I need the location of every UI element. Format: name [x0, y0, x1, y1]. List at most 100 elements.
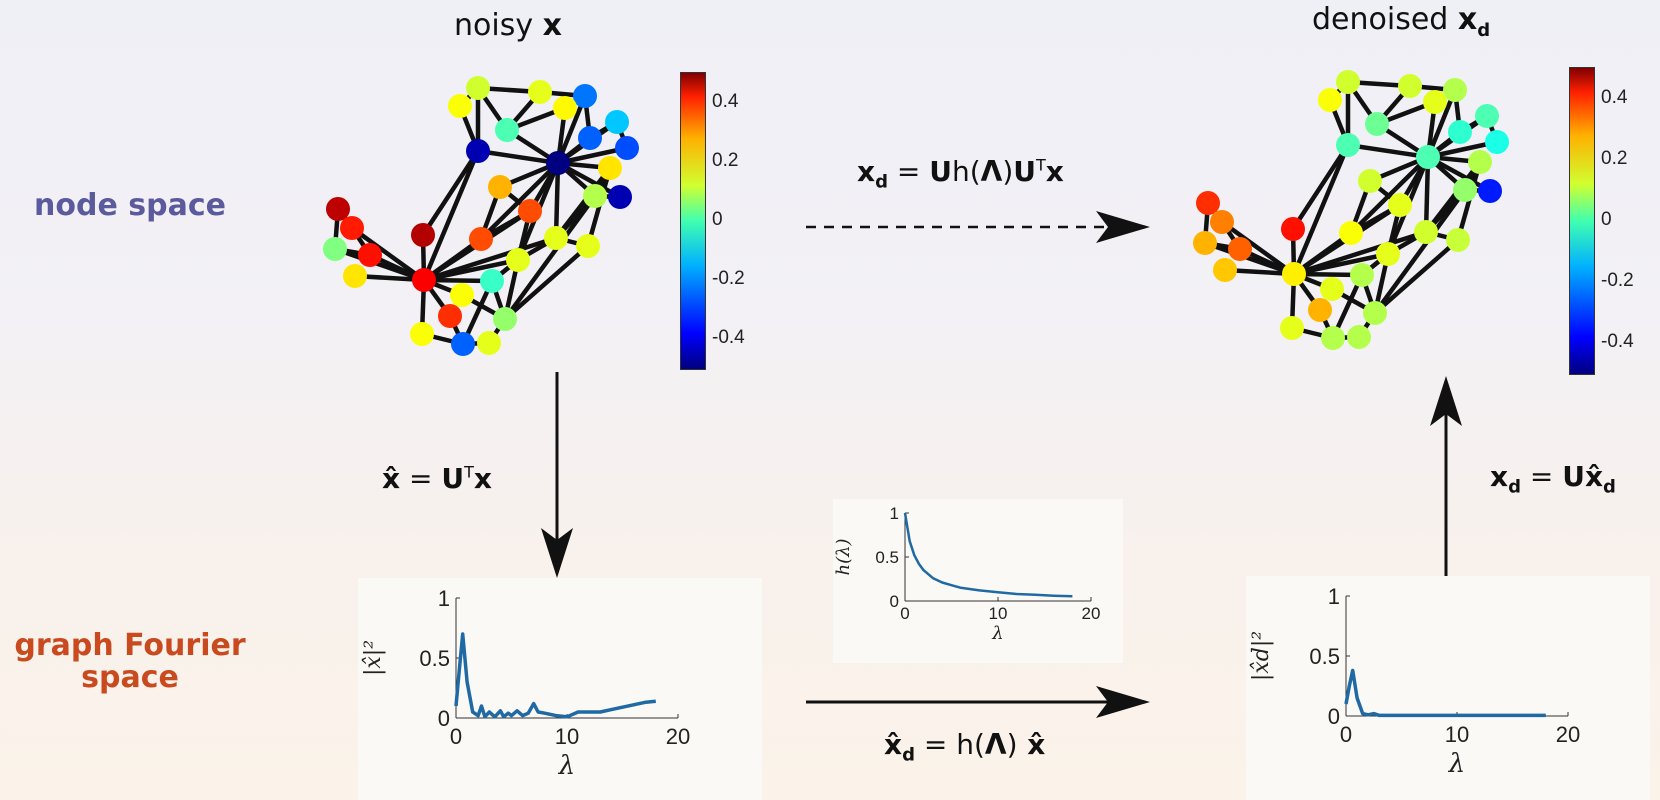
gft-equation: x̂ = UTx [382, 462, 492, 495]
y-axis-label: |x̂|² [361, 640, 386, 676]
eq4-x: x̂ [1017, 728, 1046, 761]
graph-node [323, 237, 347, 261]
y-tick-label: 1 [1328, 584, 1340, 609]
graph-edge [1220, 220, 1296, 276]
graph-edge [423, 235, 557, 283]
x-tick-label: 0 [450, 724, 462, 749]
graph-node [1210, 210, 1234, 234]
eq4-lhs: x̂ [884, 728, 903, 761]
graph-node [466, 139, 490, 163]
x-tick-label: 20 [1556, 722, 1580, 747]
colorbar-tick-label: -0.4 [712, 327, 745, 349]
eq3-u: U [1562, 460, 1585, 493]
noisy-title-text: noisy [454, 8, 543, 43]
y-tick-label: 0.5 [1309, 644, 1340, 669]
filter-response-chart: 0 10 20 0 0.5 1 λ h(λ) [833, 504, 1101, 644]
graph-node [1281, 217, 1305, 241]
y-tick-label: 1 [438, 586, 450, 611]
y-tick-label: 0 [890, 592, 899, 611]
colorbar-tick-label: 0.4 [1601, 86, 1628, 108]
graph-node [1213, 258, 1237, 282]
denoised-graph [1193, 70, 1509, 350]
graph-node [1446, 228, 1470, 252]
graph-edge [1373, 238, 1460, 315]
graph-node [578, 126, 602, 150]
graph-node [412, 268, 436, 292]
spectrum-noisy-chart: 0 10 20 0 0.5 1 λ |x̂|² [361, 586, 690, 781]
graph-node [477, 331, 501, 355]
graph-node [1423, 90, 1447, 114]
noisy-graph [323, 76, 639, 356]
noisy-title-symbol: x [542, 8, 562, 43]
graph-node [343, 264, 367, 288]
node-space-label: node space [34, 188, 226, 223]
eq1-lhs: x [857, 155, 876, 188]
y-axis-label: |x̂d|² [1249, 631, 1274, 681]
eq1-close: ) [1002, 155, 1014, 188]
eq3-eq: = [1520, 460, 1563, 493]
graph-node [1321, 326, 1345, 350]
graph-node [1475, 104, 1499, 128]
colorbar-denoised-ticks: 0.4 0.2 0 -0.2 -0.4 [1601, 67, 1660, 373]
graph-node [518, 199, 542, 223]
graph-edge [421, 150, 481, 281]
colorbar-noisy-ticks: 0.4 0.2 0 -0.2 -0.4 [712, 72, 772, 368]
graph-node [451, 332, 475, 356]
fourier-space-label-line1: graph Fourier [14, 628, 246, 663]
graph-node [576, 234, 600, 258]
graph-node [1318, 88, 1342, 112]
graph-node [1398, 74, 1422, 98]
graph-node [495, 118, 519, 142]
x-tick-label: 0 [1340, 722, 1352, 747]
spectral-equation: x̂d = h(Λ) x̂ [884, 728, 1045, 766]
x-tick-label: 10 [989, 604, 1008, 623]
graph-edge [421, 149, 480, 237]
graph-node [1347, 325, 1371, 349]
graph-edge [1424, 160, 1482, 234]
graph-node [410, 322, 434, 346]
dashed-filter-arrow [806, 211, 1150, 243]
graph-node [1336, 133, 1360, 157]
fourier-space-label-line2: space [81, 659, 179, 695]
colorbar-tick-label: 0.4 [712, 90, 739, 112]
graph-node [411, 223, 435, 247]
eq3-lhs: x [1490, 460, 1509, 493]
colorbar-tick-label: -0.2 [712, 268, 745, 290]
colorbar-tick-label: -0.4 [1601, 331, 1634, 353]
gft-down-arrow [541, 372, 573, 578]
eq2-x: x [473, 462, 492, 495]
eq4-eq: = [914, 728, 957, 761]
eq1-eq: = [887, 155, 930, 188]
eq1-h: h( [951, 155, 981, 188]
colorbar-tick-label: 0 [1601, 209, 1612, 230]
colorbar-tick-label: 0.2 [712, 149, 739, 171]
graph-node [1336, 70, 1360, 94]
colorbar-tick-label: 0.2 [1601, 147, 1628, 169]
y-tick-label: 0.5 [875, 548, 899, 567]
graph-node [1365, 112, 1389, 136]
graph-node [528, 80, 552, 104]
graph-node [469, 227, 493, 251]
graph-node [1363, 301, 1387, 325]
igft-equation: xd = Ux̂d [1490, 460, 1616, 498]
fourier-space-label: graph Fourier space [0, 630, 260, 693]
y-tick-label: 0 [1328, 704, 1340, 729]
colorbar-tick-label: 0 [712, 209, 723, 230]
eq3-x: x̂ [1584, 460, 1604, 493]
eq2-lhs: x̂ [382, 462, 401, 495]
series-line [1344, 668, 1546, 718]
graph-edge [1291, 143, 1350, 231]
graph-node [615, 136, 639, 160]
graph-node [1193, 231, 1217, 255]
denoised-title-symbol: x [1457, 2, 1478, 37]
x-tick-label: 20 [1082, 604, 1101, 623]
y-tick-label: 0.5 [419, 646, 450, 671]
graph-edge [553, 162, 561, 239]
graph-node [608, 185, 632, 209]
graph-edge [555, 95, 588, 164]
noisy-title: noisy x [454, 8, 562, 43]
series-line [454, 632, 656, 719]
graph-edge [1347, 142, 1429, 160]
graph-edge [1293, 229, 1427, 277]
y-tick-label: 1 [890, 504, 899, 523]
